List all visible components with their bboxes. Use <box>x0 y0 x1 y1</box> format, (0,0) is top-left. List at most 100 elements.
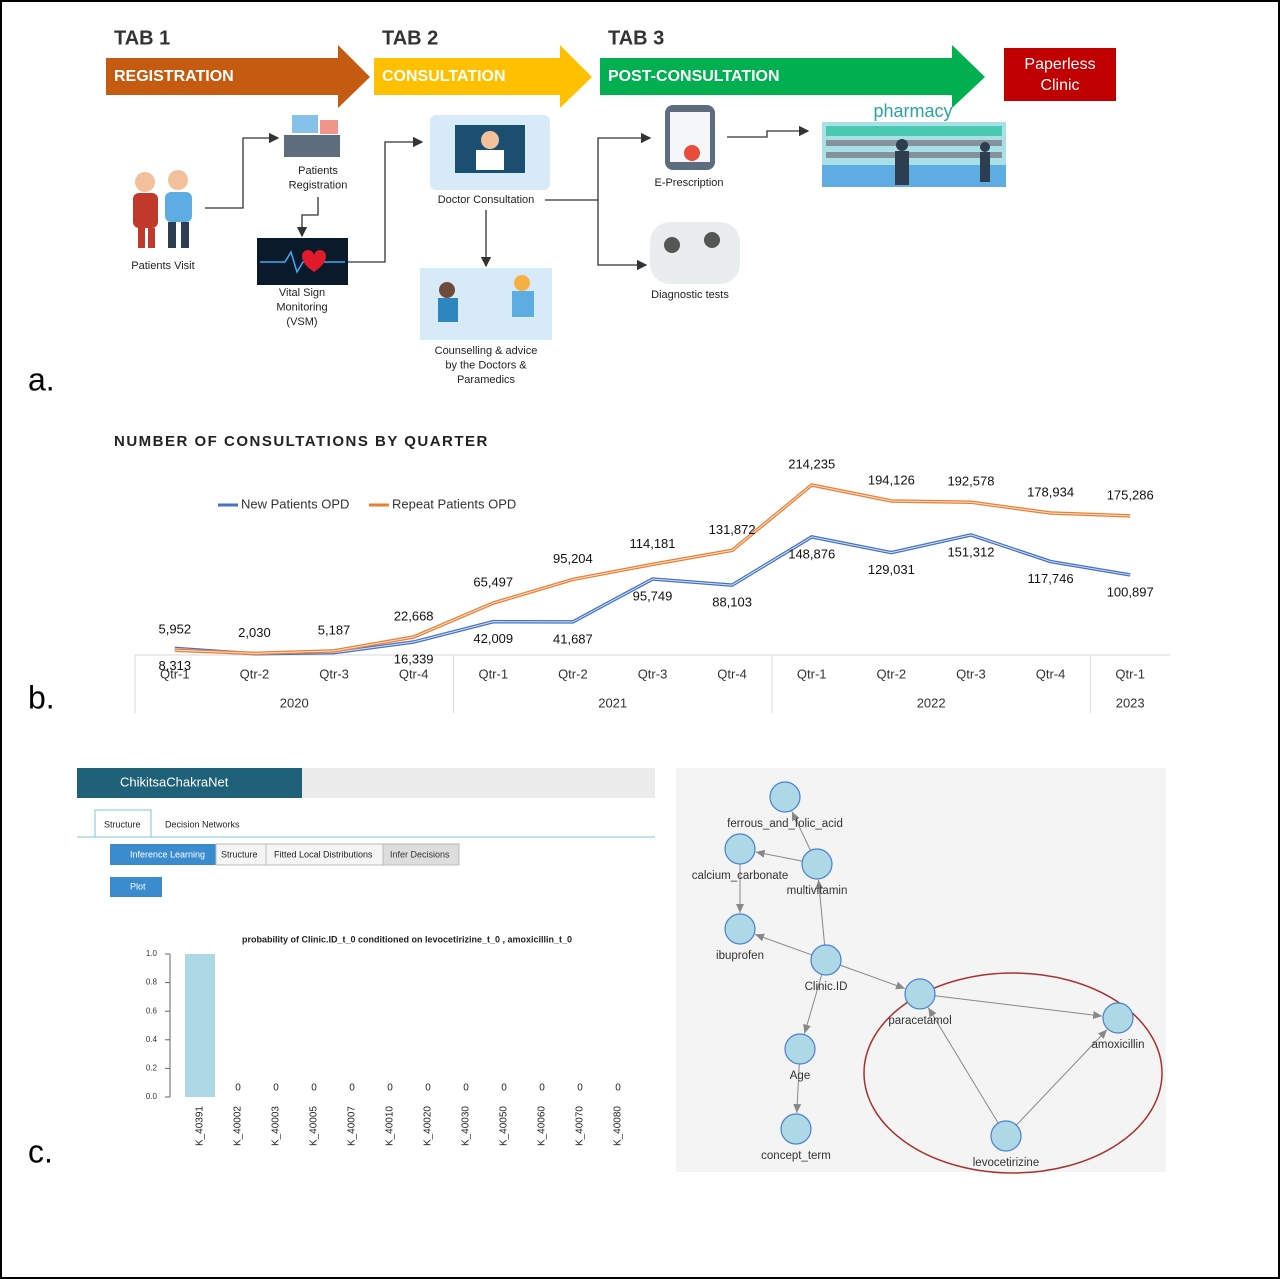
button-label[interactable]: Inference Learning <box>130 849 205 859</box>
x-group-label: 2021 <box>598 695 627 710</box>
edge <box>793 1063 802 1114</box>
x-tick-label: K_40002 <box>233 1106 244 1146</box>
tab-label: TAB 1 <box>114 27 170 49</box>
x-tick-label: K_40020 <box>423 1106 434 1146</box>
button-label[interactable]: Structure <box>221 849 258 859</box>
data-label: 5,952 <box>159 622 192 637</box>
app-chrome <box>77 768 1166 1174</box>
data-label: 131,872 <box>709 522 756 537</box>
data-label: 0 <box>311 1083 317 1094</box>
node-label: levocetirizine <box>973 1157 1039 1169</box>
y-tick-label: 0.4 <box>146 1035 158 1044</box>
button[interactable] <box>110 877 162 897</box>
edge <box>803 974 823 1034</box>
button[interactable] <box>110 844 216 865</box>
y-tick-label: 0.6 <box>146 1006 158 1015</box>
node <box>784 1033 816 1065</box>
data-label: 8,313 <box>159 658 192 673</box>
data-label: 129,031 <box>868 562 915 577</box>
edge <box>754 933 813 956</box>
x-tick-label: K_40070 <box>575 1106 586 1146</box>
x-tick-label: K_40080 <box>613 1106 624 1146</box>
stage-label: POST-CONSULTATION <box>608 68 780 85</box>
node-label: calcium_carbonate <box>692 870 789 882</box>
legend-label: Repeat Patients OPD <box>392 496 516 511</box>
tab[interactable]: Decision Networks <box>165 819 240 829</box>
edge <box>927 1007 999 1124</box>
node-label: Age <box>790 1070 810 1082</box>
step-label: Diagnostic tests <box>651 289 729 301</box>
series-line-highlight <box>174 484 1131 654</box>
x-tick-label: Qtr-1 <box>478 666 508 681</box>
x-tick-label: K_40391 <box>195 1106 206 1146</box>
x-tick-label: Qtr-2 <box>877 666 907 681</box>
node <box>780 1113 812 1145</box>
data-label: 65,497 <box>473 574 513 589</box>
data-label: 0 <box>235 1083 241 1094</box>
step-label: Doctor Consultation <box>438 194 535 206</box>
data-label: 0 <box>273 1083 279 1094</box>
chart-title: NUMBER OF CONSULTATIONS BY QUARTER <box>114 433 489 450</box>
x-tick-label: Qtr-1 <box>1115 666 1145 681</box>
data-label: 0 <box>463 1083 469 1094</box>
x-tick-label: Qtr-1 <box>797 666 827 681</box>
node <box>769 781 801 813</box>
panel-label: a. <box>28 361 55 397</box>
data-label: 5,187 <box>318 622 351 637</box>
data-label: 151,312 <box>947 544 994 559</box>
data-label: 0 <box>501 1083 507 1094</box>
data-label: 114,181 <box>629 536 675 551</box>
x-tick-label: Qtr-3 <box>319 666 349 681</box>
node-label: concept_term <box>761 1150 831 1162</box>
data-label: 175,286 <box>1107 487 1154 502</box>
chart-title: probability of Clinic.ID_t_0 conditioned… <box>242 934 572 944</box>
data-label: 178,934 <box>1027 484 1074 499</box>
x-tick-label: Qtr-1 <box>160 666 190 681</box>
button[interactable] <box>382 843 460 866</box>
x-tick-label: K_40005 <box>309 1106 320 1146</box>
panel-label: c. <box>28 1133 53 1169</box>
x-tick-label: Qtr-3 <box>956 666 986 681</box>
legend-label: New Patients OPD <box>241 496 349 511</box>
end-label: Paperless <box>1024 56 1095 73</box>
edge <box>839 964 906 990</box>
x-tick-label: Qtr-2 <box>240 666 270 681</box>
workflow-graphics <box>106 45 1116 340</box>
data-label: 148,876 <box>788 546 835 561</box>
stage-label: REGISTRATION <box>114 68 234 85</box>
data-label: 192,578 <box>947 474 994 489</box>
step-label: Paramedics <box>457 374 516 386</box>
edge <box>815 879 826 946</box>
x-tick-label: Qtr-2 <box>558 666 588 681</box>
x-tick-label: Qtr-4 <box>399 666 429 681</box>
data-label: 88,103 <box>712 595 752 610</box>
button-label[interactable]: Infer Decisions <box>390 849 450 859</box>
button-label: Plot <box>130 881 146 891</box>
data-label: 2,030 <box>238 625 271 640</box>
edge <box>1015 1029 1108 1126</box>
x-tick-label: Qtr-4 <box>717 666 747 681</box>
node-label: multivitamin <box>787 885 848 897</box>
node-label: Clinic.ID <box>805 981 848 993</box>
data-label: 41,687 <box>553 631 593 646</box>
x-tick-label: K_40007 <box>347 1106 358 1146</box>
tab-label: TAB 3 <box>608 27 664 49</box>
data-label: 214,235 <box>788 456 835 471</box>
data-label: 0 <box>349 1083 355 1094</box>
step-label: Registration <box>289 179 348 191</box>
data-label: 0 <box>539 1083 545 1094</box>
x-tick-label: K_40010 <box>385 1106 396 1146</box>
step-label: Patients Visit <box>131 260 194 272</box>
x-tick-label: K_40050 <box>499 1106 510 1146</box>
y-tick-label: 0.2 <box>146 1064 158 1073</box>
panel-label: b. <box>28 679 55 715</box>
node-label: ferrous_and_folic_acid <box>727 818 843 830</box>
data-label: 100,897 <box>1107 584 1154 599</box>
x-group-label: 2022 <box>917 695 946 710</box>
data-label: 0 <box>425 1083 431 1094</box>
tab[interactable]: Structure <box>104 819 141 829</box>
x-tick-label: Qtr-4 <box>1036 666 1066 681</box>
edge <box>934 995 1103 1019</box>
button-label[interactable]: Fitted Local Distributions <box>274 849 373 859</box>
node <box>990 1120 1022 1152</box>
